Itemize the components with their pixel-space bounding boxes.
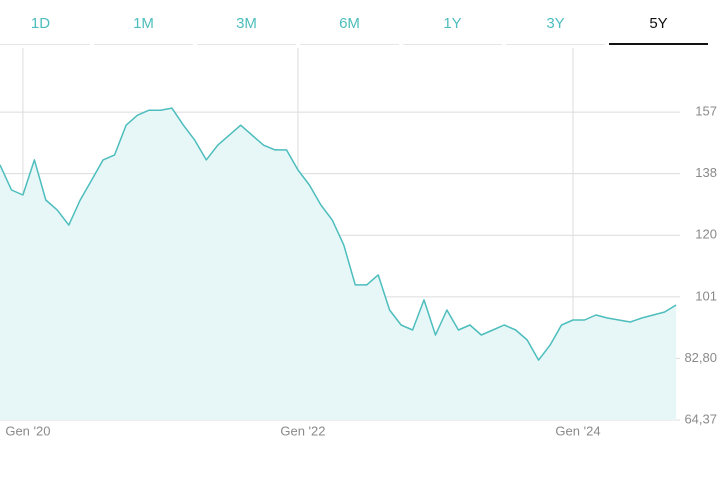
tab[interactable]: 3Y [546,15,564,32]
tab[interactable]: 1D [31,15,50,32]
y-tick-label: 101 [695,288,717,303]
tab[interactable]: 5Y [649,15,667,32]
tab-underline [0,44,90,45]
y-tick-label: 82,80 [684,350,717,365]
tab-underline [506,44,605,45]
tab-bar: 1D 1M 3M 6M 1Y 3Y 5Y [0,15,708,45]
line [0,107,677,361]
y-tick-label: 120 [695,227,717,242]
y-tick-label: 64,37 [684,411,717,426]
tab-underline-selected [609,43,708,45]
area [0,108,677,420]
tab-underline [403,44,502,45]
x-tick-label: Gen '20 [5,423,50,438]
tab-underline [197,44,296,45]
x-tick-label: Gen '22 [280,423,325,438]
x-tick-label: Gen '24 [555,423,600,438]
tab[interactable]: 1M [133,15,154,32]
y-tick-label: 138 [695,165,717,180]
tab[interactable]: 3M [236,15,257,32]
chart: 64,37 82,80 101 120 138 157 Gen '20 Gen '22 Gen … [0,48,717,438]
tab-underline [300,44,399,45]
tab-underline [94,44,193,45]
tab[interactable]: 6M [339,15,360,32]
tab[interactable]: 1Y [443,15,461,32]
y-tick-label: 157 [695,104,717,119]
